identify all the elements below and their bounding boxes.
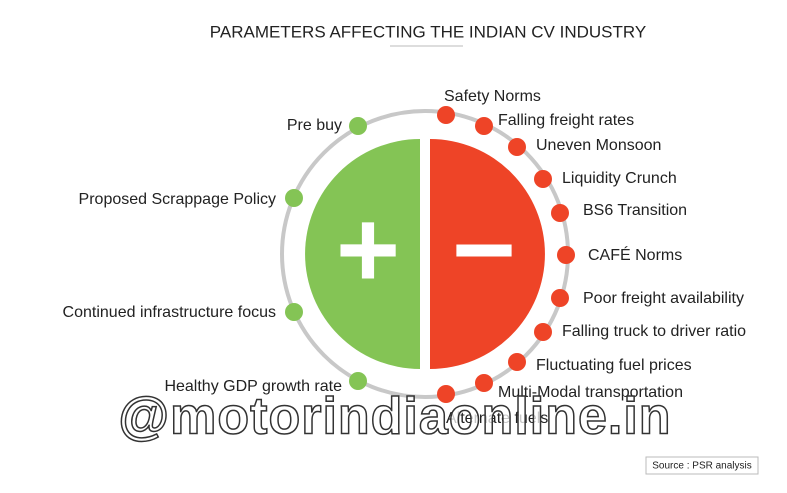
plus-sign: + [336,188,400,311]
negative-factor: Falling freight rates [498,112,634,129]
negative-factor: Falling truck to driver ratio [562,323,746,340]
negative-dot [534,170,552,188]
negative-dot [551,289,569,307]
negative-dot [534,323,552,341]
negative-factor: Fluctuating fuel prices [536,357,692,374]
negative-dot [508,353,526,371]
negative-factor: Safety Norms [444,88,541,105]
watermark: @motorindiaonline.in [118,388,671,446]
negative-factor: Uneven Monsoon [536,137,661,154]
positive-dot [349,372,367,390]
negative-dot [475,117,493,135]
positive-factor: Proposed Scrappage Policy [79,191,276,208]
negative-dot [551,204,569,222]
minus-sign: − [452,188,516,311]
negative-dot [437,106,455,124]
title: PARAMETERS AFFECTING THE INDIAN CV INDUS… [210,22,646,41]
factors: Pre buy Proposed Scrappage Policy Continue… [63,88,747,427]
source: Source : PSR analysis [652,461,752,472]
negative-factor: Liquidity Crunch [562,170,677,187]
positive-dot [285,303,303,321]
positive-half [305,139,420,369]
negative-factor: CAFÉ Norms [588,245,682,264]
negative-half [430,139,545,369]
negative-factor: Multi-Modal transportation [498,384,683,401]
negative-dot [508,138,526,156]
source-box [645,456,759,475]
positive-factor: Healthy GDP growth rate [164,378,342,395]
positive-factor: Continued infrastructure focus [63,304,276,321]
negative-dot [475,374,493,392]
negative-dot [557,246,575,264]
positive-factor: Pre buy [287,117,342,134]
negative-factor: BS6 Transition [583,202,687,219]
negative-factor: Poor freight availability [583,290,744,307]
negative-dot [437,385,455,403]
negative-factor: Alternate fuels [446,410,548,427]
positive-dot [285,189,303,207]
positive-dot [349,117,367,135]
